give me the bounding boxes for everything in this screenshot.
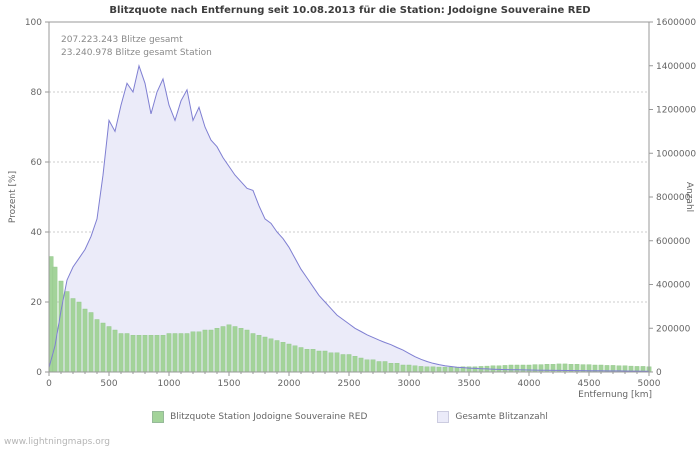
- annotation-station-strikes: 23.240.978 Blitze gesamt Station: [61, 48, 212, 58]
- svg-text:1600000: 1600000: [656, 18, 696, 28]
- svg-text:0: 0: [46, 379, 52, 389]
- svg-text:3000: 3000: [398, 379, 421, 389]
- svg-text:80: 80: [31, 88, 43, 98]
- svg-text:500: 500: [100, 379, 117, 389]
- svg-text:1400000: 1400000: [656, 62, 696, 72]
- svg-text:3500: 3500: [458, 379, 481, 389]
- svg-text:2000: 2000: [278, 379, 301, 389]
- svg-text:60: 60: [31, 158, 43, 168]
- left-axis-label: Prozent [%]: [8, 170, 18, 224]
- svg-text:4000: 4000: [518, 379, 541, 389]
- footer-url: www.lightningmaps.org: [4, 437, 110, 447]
- annotation-total-strikes: 207.223.243 Blitze gesamt: [61, 35, 183, 45]
- svg-text:1000: 1000: [158, 379, 181, 389]
- svg-text:4500: 4500: [578, 379, 601, 389]
- svg-text:2500: 2500: [338, 379, 361, 389]
- svg-text:0: 0: [36, 368, 42, 378]
- legend-swatch-green-icon: [152, 411, 165, 423]
- x-axis-label: Entfernung [km]: [578, 390, 652, 400]
- svg-text:200000: 200000: [656, 324, 691, 334]
- legend-item-blitzquote: Blitzquote Station Jodoigne Souveraine R…: [152, 411, 367, 423]
- chart-annotations: 207.223.243 Blitze gesamt 23.240.978 Bli…: [61, 34, 212, 60]
- svg-text:100: 100: [25, 18, 42, 28]
- chart-title: Blitzquote nach Entfernung seit 10.08.20…: [109, 5, 591, 16]
- svg-text:0: 0: [656, 368, 662, 378]
- svg-text:1200000: 1200000: [656, 106, 696, 116]
- svg-text:400000: 400000: [656, 281, 691, 291]
- right-axis-label: Anzahl: [684, 181, 694, 213]
- svg-text:600000: 600000: [656, 237, 691, 247]
- svg-text:800000: 800000: [656, 193, 691, 203]
- legend-label-gesamt: Gesamte Blitzanzahl: [455, 412, 548, 422]
- legend-label-blitzquote: Blitzquote Station Jodoigne Souveraine R…: [170, 412, 368, 422]
- svg-text:40: 40: [31, 228, 43, 238]
- svg-text:1500: 1500: [218, 379, 241, 389]
- chart-legend: Blitzquote Station Jodoigne Souveraine R…: [0, 411, 700, 423]
- svg-text:5000: 5000: [638, 379, 661, 389]
- legend-item-gesamt: Gesamte Blitzanzahl: [437, 411, 548, 423]
- svg-text:20: 20: [31, 298, 43, 308]
- legend-swatch-lavender-icon: [437, 411, 450, 423]
- svg-text:1000000: 1000000: [656, 149, 696, 159]
